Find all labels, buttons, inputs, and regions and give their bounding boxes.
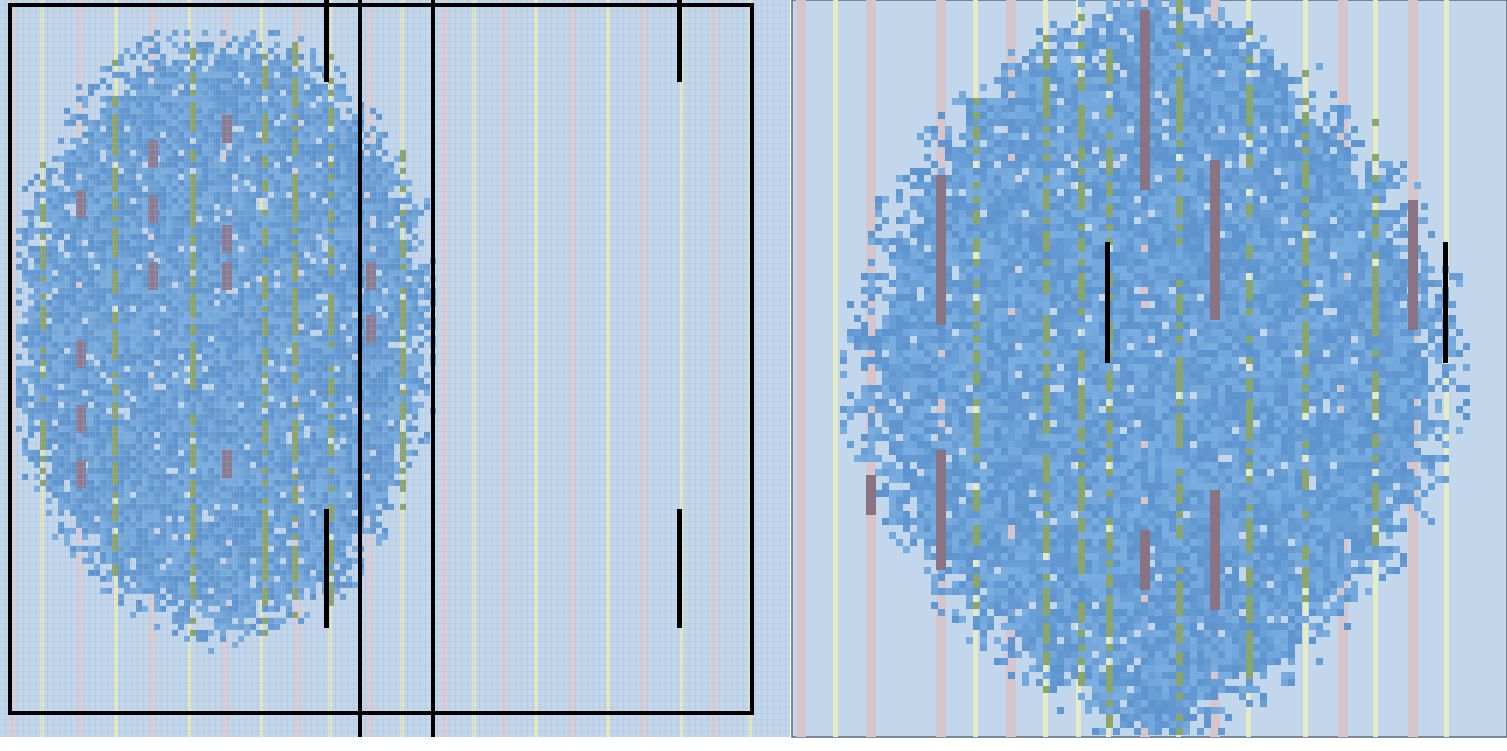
left-panel	[0, 0, 790, 737]
